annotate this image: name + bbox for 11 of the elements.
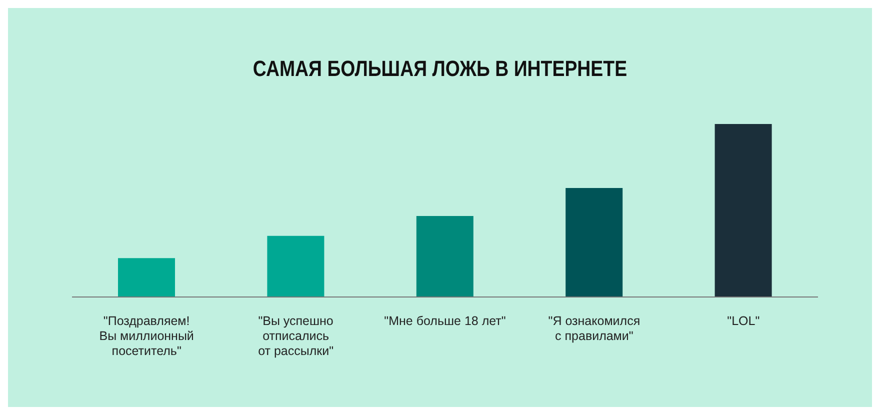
x-tick-label: "Поздравляем! Вы миллионный посетитель" [99,314,194,358]
x-tick-label: "LOL" [727,314,760,328]
bar [267,236,324,297]
chart-title: САМАЯ БОЛЬШАЯ ЛОЖЬ В ИНТЕРНЕТЕ [252,56,628,82]
x-tick-label: "Мне больше 18 лет" [384,314,506,328]
bar [714,124,772,297]
bar [566,188,623,297]
bar [118,258,175,297]
x-tick-label: "Вы успешно отписались от рассылки" [258,314,334,358]
bar [416,216,474,297]
x-tick-label: "Я ознакомился с правилами" [548,314,640,343]
